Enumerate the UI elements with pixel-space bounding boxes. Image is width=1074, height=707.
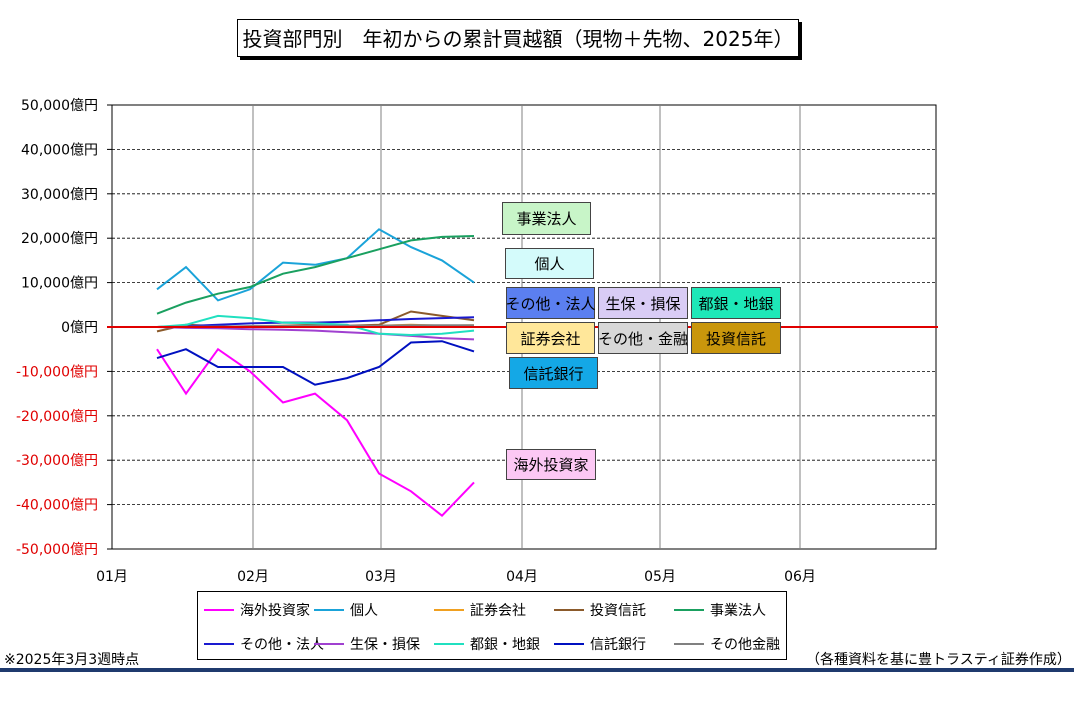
legend-swatch — [314, 609, 344, 611]
date-footnote: ※2025年3月3週時点 — [4, 652, 140, 668]
series-badge: 証券会社 — [506, 322, 595, 354]
legend-item: その他・法人 — [204, 634, 324, 654]
x-tick-label: 05月 — [644, 569, 676, 585]
legend-swatch — [554, 609, 584, 611]
series-line — [156, 314, 475, 337]
legend-label: 都銀・地銀 — [470, 637, 540, 653]
y-tick-label: -40,000億円 — [16, 498, 98, 514]
x-tick-label: 01月 — [96, 569, 128, 585]
legend-item: その他金融 — [674, 634, 780, 654]
y-tick-label: -20,000億円 — [16, 409, 98, 425]
legend-swatch — [314, 643, 344, 645]
x-tick-label: 06月 — [784, 569, 816, 585]
y-tick-label: 50,000億円 — [21, 98, 98, 114]
legend-swatch — [434, 609, 464, 611]
legend-label: その他金融 — [710, 637, 780, 653]
series-badge: 都銀・地銀 — [691, 287, 781, 319]
y-tick-label: 0億円 — [61, 320, 98, 336]
series-line — [156, 235, 475, 315]
axis-layer: 50,000億円 40,000億円 30,000億円 20,000億円 10,000億円… — [16, 98, 938, 585]
legend-label: 証券会社 — [470, 603, 526, 619]
series-line — [156, 228, 475, 302]
legend-item: 生保・損保 — [314, 634, 420, 654]
legend-label: 投資信託 — [590, 603, 646, 619]
legend-item: 投資信託 — [554, 600, 646, 620]
bottom-rule — [0, 668, 1074, 672]
chart-title: 投資部門別 年初からの累計買越額（現物＋先物、2025年） — [237, 19, 799, 57]
series-badge: 投資信託 — [691, 322, 781, 354]
legend-swatch — [674, 643, 704, 645]
legend-swatch — [204, 643, 234, 645]
series-badge: 生保・損保 — [598, 287, 688, 319]
y-tick-label: 20,000億円 — [21, 231, 98, 247]
source-footnote: （各種資料を基に豊トラスティ証券作成） — [806, 652, 1071, 668]
legend: 海外投資家 個人 証券会社 投資信託 事業法人その他・法人 生保・損保 都銀・地銀 信託銀行 そ… — [197, 591, 787, 660]
legend-label: 個人 — [350, 603, 378, 619]
series-badge: その他・金融 — [598, 322, 688, 354]
legend-swatch — [674, 609, 704, 611]
legend-label: 海外投資家 — [240, 603, 310, 619]
legend-swatch — [554, 643, 584, 645]
y-tick-label: 40,000億円 — [21, 142, 98, 158]
legend-item: 個人 — [314, 600, 378, 620]
legend-swatch — [204, 609, 234, 611]
legend-item: 信託銀行 — [554, 634, 646, 654]
legend-label: その他・法人 — [240, 637, 324, 653]
series-line — [156, 340, 475, 386]
x-tick-label: 02月 — [237, 569, 269, 585]
series-badge: 信託銀行 — [509, 357, 598, 389]
x-tick-label: 04月 — [506, 569, 538, 585]
legend-label: 事業法人 — [710, 603, 766, 619]
legend-label: 信託銀行 — [590, 637, 646, 653]
legend-item: 海外投資家 — [204, 600, 310, 620]
y-tick-label: -10,000億円 — [16, 364, 98, 380]
x-tick-label: 03月 — [365, 569, 397, 585]
series-badge: その他・法人 — [506, 287, 596, 319]
y-tick-label: -30,000億円 — [16, 453, 98, 469]
y-tick-label: 10,000億円 — [21, 276, 98, 292]
series-layer — [156, 228, 475, 518]
series-badge: 事業法人 — [502, 202, 591, 235]
y-tick-label: -50,000億円 — [16, 542, 98, 558]
y-tick-label: 30,000億円 — [21, 187, 98, 203]
legend-swatch — [434, 643, 464, 645]
legend-item: 証券会社 — [434, 600, 526, 620]
legend-label: 生保・損保 — [350, 637, 420, 653]
series-line — [156, 326, 475, 341]
series-badge: 個人 — [505, 248, 594, 279]
series-badge: 海外投資家 — [506, 449, 596, 480]
legend-item: 都銀・地銀 — [434, 634, 540, 654]
series-line — [156, 347, 475, 518]
legend-item: 事業法人 — [674, 600, 766, 620]
